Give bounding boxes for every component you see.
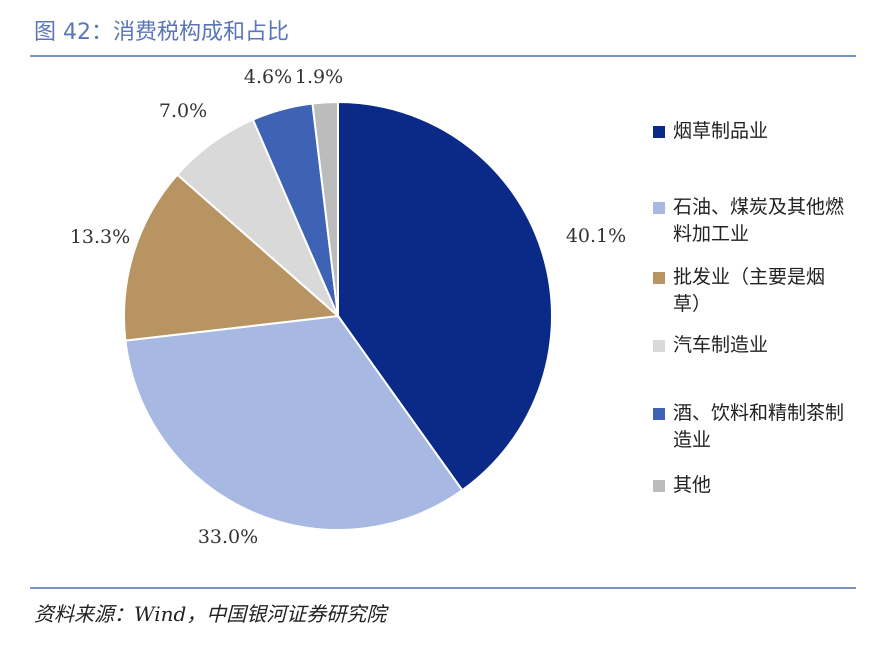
source-note: 资料来源：Wind，中国银河证券研究院 <box>34 602 387 626</box>
pie-slice <box>337 100 554 492</box>
legend-label: 烟草制品业 <box>673 120 769 142</box>
legend-label: 汽车制造业 <box>673 334 769 356</box>
legend-label: 其他 <box>673 474 712 496</box>
legend-item: 其他 <box>653 472 848 499</box>
legend-swatch <box>653 272 665 284</box>
legend-label: 酒、饮料和精制茶制造业 <box>673 402 845 451</box>
pie-slices <box>123 100 554 531</box>
legend-item: 烟草制品业 <box>653 118 848 145</box>
legend-label: 批发业（主要是烟草） <box>673 266 826 315</box>
pie-data-label: 13.3% <box>70 226 130 248</box>
pie-slice <box>124 314 464 531</box>
figure-title: 图 42：消费税构成和占比 <box>34 20 289 45</box>
legend-swatch <box>653 408 665 420</box>
pie-data-label: 1.9% <box>295 66 343 88</box>
pie-data-label: 33.0% <box>198 526 258 548</box>
title-divider <box>30 55 856 57</box>
pie-data-label: 40.1% <box>566 225 626 247</box>
pie-slice <box>311 100 339 317</box>
legend-item: 汽车制造业 <box>653 332 848 359</box>
legend-label: 石油、煤炭及其他燃料加工业 <box>673 196 845 245</box>
legend-swatch <box>653 340 665 352</box>
pie-data-label: 7.0% <box>159 100 207 122</box>
legend-swatch <box>653 202 665 214</box>
legend-swatch <box>653 126 665 138</box>
pie-data-label: 4.6% <box>244 66 292 88</box>
legend-item: 批发业（主要是烟草） <box>653 264 848 318</box>
source-divider <box>30 587 856 589</box>
pie-slice <box>123 173 341 342</box>
legend-item: 酒、饮料和精制茶制造业 <box>653 400 848 454</box>
legend-swatch <box>653 480 665 492</box>
legend-item: 石油、煤炭及其他燃料加工业 <box>653 194 848 248</box>
pie-data-labels: 40.1% 33.0% 13.3% 7.0% 4.6% 1.9% <box>70 66 626 548</box>
